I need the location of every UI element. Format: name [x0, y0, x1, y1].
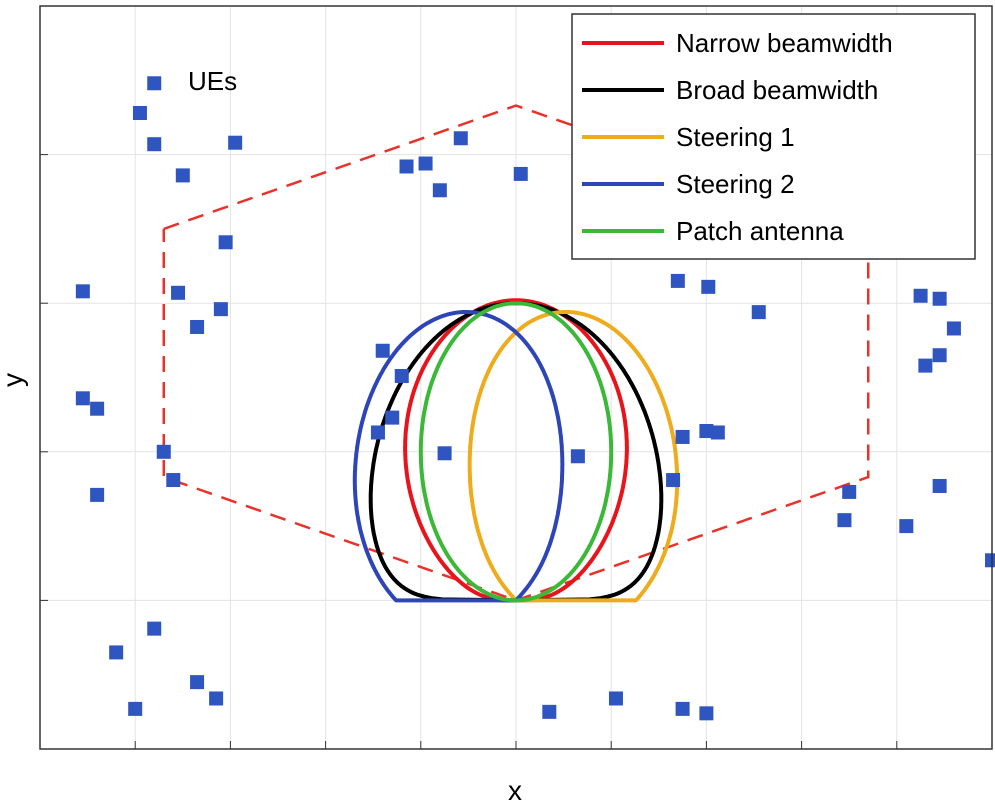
ue-marker: [218, 235, 233, 250]
ue-marker: [946, 321, 961, 336]
ue-marker: [128, 701, 143, 716]
radiation-patterns: [352, 298, 680, 603]
pattern-patch: [418, 301, 614, 603]
ue-marker: [542, 704, 557, 719]
cell-boundary-group: [162, 104, 870, 602]
ue-marker: [399, 159, 414, 174]
ue-marker: [437, 446, 452, 461]
ue-marker: [171, 285, 186, 300]
ue-markers: [75, 76, 995, 721]
legend-label: Narrow beamwidth: [676, 28, 893, 58]
ue-marker: [670, 273, 685, 288]
ue-marker: [370, 425, 385, 440]
ue-marker: [90, 487, 105, 502]
ue-marker: [710, 425, 725, 440]
ue-marker: [899, 519, 914, 534]
ue-marker: [75, 391, 90, 406]
ue-label: UEs: [188, 66, 237, 96]
ue-marker: [156, 444, 171, 459]
ue-marker: [90, 401, 105, 416]
ue-marker: [666, 473, 681, 488]
ue-marker: [699, 706, 714, 721]
ue-marker: [147, 621, 162, 636]
ue-marker: [985, 553, 995, 568]
ue-marker: [394, 369, 409, 384]
ue-marker: [190, 319, 205, 334]
ue-marker: [842, 484, 857, 499]
ue-marker: [675, 429, 690, 444]
legend-label: Patch antenna: [676, 216, 844, 246]
ue-marker: [699, 423, 714, 438]
ue-marker: [701, 279, 716, 294]
pattern-steer1: [467, 310, 680, 603]
ue-marker: [132, 105, 147, 120]
ue-marker: [385, 410, 400, 425]
ue-marker: [932, 291, 947, 306]
y-axis-label: y: [0, 373, 28, 387]
ue-marker: [75, 284, 90, 299]
ue-marker: [570, 449, 585, 464]
legend: Narrow beamwidth Broad beamwidth Steering …: [571, 13, 976, 260]
ue-marker: [453, 131, 468, 146]
ue-marker: [147, 76, 162, 91]
ue-marker: [375, 343, 390, 358]
ue-marker: [228, 135, 243, 150]
pattern-narrow: [403, 298, 629, 603]
cell-boundary: [162, 104, 870, 602]
ue-marker: [175, 168, 190, 183]
ue-marker: [418, 156, 433, 171]
x-axis-label: x: [508, 775, 522, 806]
ue-marker: [109, 645, 124, 660]
ue-marker: [147, 137, 162, 152]
legend-label: Steering 2: [676, 169, 795, 199]
ue-marker: [213, 302, 228, 317]
ue-marker: [608, 691, 623, 706]
ue-marker: [932, 348, 947, 363]
ue-marker: [918, 358, 933, 373]
ue-marker: [432, 183, 447, 198]
ue-marker: [166, 473, 181, 488]
ue-marker: [751, 305, 766, 320]
ue-marker: [190, 675, 205, 690]
plot-frame: [39, 5, 993, 750]
ue-marker: [513, 166, 528, 181]
ue-marker: [932, 478, 947, 493]
pattern-steer2: [352, 310, 565, 603]
ue-marker: [837, 513, 852, 528]
ue-marker: [913, 288, 928, 303]
ue-marker: [209, 691, 224, 706]
ue-marker: [675, 701, 690, 716]
legend-label: Steering 1: [676, 122, 795, 152]
legend-label: Broad beamwidth: [676, 75, 878, 105]
